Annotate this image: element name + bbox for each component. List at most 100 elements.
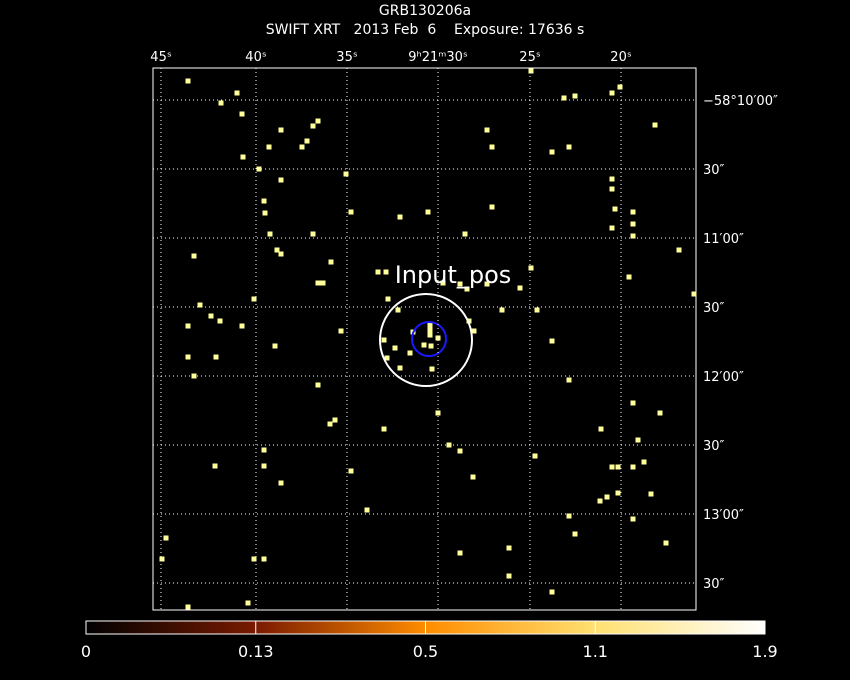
event-pixel	[185, 78, 191, 84]
position-error-circle	[411, 321, 447, 357]
dec-tick-label: 30″	[703, 301, 725, 316]
event-pixel	[191, 253, 197, 259]
dec-tick-label: 30″	[703, 439, 725, 454]
event-pixel	[532, 453, 538, 459]
event-pixel	[630, 400, 636, 406]
event-pixel	[256, 166, 262, 172]
event-pixel	[278, 177, 284, 183]
event-pixel	[267, 231, 273, 237]
event-pixel	[635, 437, 641, 443]
event-pixel	[310, 123, 316, 129]
event-pixel	[245, 600, 251, 606]
event-pixel	[648, 491, 654, 497]
event-pixel	[327, 421, 333, 427]
event-pixel	[604, 494, 610, 500]
event-pixel	[261, 447, 267, 453]
event-pixel	[630, 209, 636, 215]
event-pixel	[310, 231, 316, 237]
dec-tick-label: 30″	[703, 163, 725, 178]
event-pixel	[213, 354, 219, 360]
event-pixel	[197, 302, 203, 308]
event-pixel	[397, 214, 403, 220]
event-pixel	[395, 307, 401, 313]
event-pixel	[320, 280, 326, 286]
event-pixel	[427, 322, 433, 328]
event-pixel	[663, 540, 669, 546]
colorbar-tick-label: 0.13	[238, 642, 274, 661]
event-pixel	[657, 410, 663, 416]
event-pixel	[428, 343, 434, 349]
event-pixel	[212, 463, 218, 469]
event-pixel	[278, 127, 284, 133]
event-pixel	[343, 171, 349, 177]
event-pixel	[332, 417, 338, 423]
event-pixel	[506, 573, 512, 579]
event-pixel	[466, 318, 472, 324]
event-pixel	[517, 285, 523, 291]
dec-tick-label: 13′00″	[703, 508, 744, 523]
event-pixel	[208, 313, 214, 319]
events	[159, 68, 697, 610]
event-pixel	[506, 545, 512, 551]
event-pixel	[440, 280, 446, 286]
event-pixel	[609, 186, 615, 192]
event-pixel	[217, 318, 223, 324]
dec-tick-label: 30″	[703, 577, 725, 592]
source-region	[379, 293, 473, 387]
event-pixel	[261, 556, 267, 562]
event-pixel	[630, 233, 636, 239]
event-pixel	[609, 225, 615, 231]
dec-tick-label: 11′00″	[703, 232, 744, 247]
event-pixel	[609, 176, 615, 182]
event-pixel	[348, 209, 354, 215]
event-pixel	[427, 327, 433, 333]
event-pixel	[612, 206, 618, 212]
event-pixel	[251, 556, 257, 562]
event-pixel	[397, 365, 403, 371]
image-frame	[152, 67, 697, 611]
event-pixel	[385, 296, 391, 302]
event-pixel	[185, 323, 191, 329]
event-pixel	[392, 345, 398, 351]
event-pixel	[218, 100, 224, 106]
event-pixel	[425, 209, 431, 215]
event-pixel	[566, 513, 572, 519]
event-pixel	[457, 448, 463, 454]
event-pixel	[566, 377, 572, 383]
event-pixel	[234, 90, 240, 96]
event-pixel	[489, 144, 495, 150]
event-pixel	[609, 464, 615, 470]
event-pixel	[185, 604, 191, 610]
event-pixel	[272, 343, 278, 349]
dec-tick-label: −58°10′00″	[703, 94, 778, 109]
event-pixel	[598, 426, 604, 432]
ra-tick-label: 45ˢ	[150, 50, 172, 65]
event-pixel	[630, 221, 636, 227]
ra-tick-label: 35ˢ	[336, 50, 358, 65]
event-pixel	[163, 535, 169, 541]
event-pixel	[266, 144, 272, 150]
event-pixel	[615, 490, 621, 496]
event-pixel	[315, 280, 321, 286]
event-pixel	[484, 127, 490, 133]
event-pixel	[429, 366, 435, 372]
event-pixel	[630, 464, 636, 470]
event-pixel	[421, 342, 427, 348]
event-pixel	[471, 328, 477, 334]
event-pixel	[462, 231, 468, 237]
event-pixel	[609, 90, 615, 96]
ra-tick-label: 40ˢ	[245, 50, 267, 65]
event-pixel	[572, 93, 578, 99]
event-pixel	[304, 138, 310, 144]
event-pixel	[641, 459, 647, 465]
event-pixel	[615, 464, 621, 470]
event-pixel	[240, 154, 246, 160]
event-pixel	[457, 281, 463, 287]
event-pixel	[572, 531, 578, 537]
dec-tick-label: 12′00″	[703, 370, 744, 385]
event-pixel	[691, 291, 697, 297]
event-pixel	[464, 286, 470, 292]
event-pixel	[561, 95, 567, 101]
event-pixel	[315, 382, 321, 388]
